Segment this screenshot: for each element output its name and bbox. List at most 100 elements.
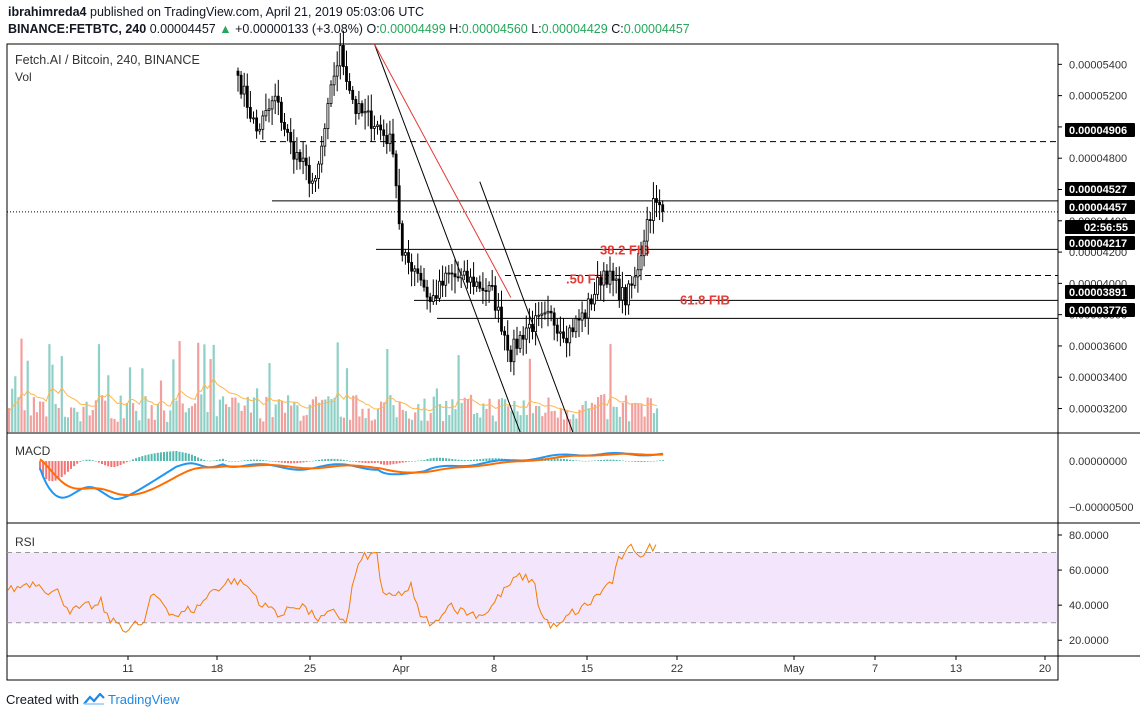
candle-body xyxy=(425,286,429,298)
candle-body xyxy=(360,103,364,114)
macd-tick-label: −0.00000500 xyxy=(1069,502,1134,514)
volume-bar xyxy=(85,401,88,432)
macd-histogram-bar xyxy=(333,458,336,461)
candle-body xyxy=(252,117,255,120)
macd-histogram-bar xyxy=(414,460,417,462)
candlesticks xyxy=(236,30,665,376)
candle-body xyxy=(434,295,438,299)
rsi-label: RSI xyxy=(15,535,36,549)
macd-histogram-bar xyxy=(299,461,302,463)
volume-bar xyxy=(231,397,234,432)
volume-bar xyxy=(336,342,339,432)
macd-histogram-bar xyxy=(172,451,175,461)
macd-histogram-bar xyxy=(389,461,392,465)
volume-bar xyxy=(94,400,97,432)
price-tag-label: 0.00003891 xyxy=(1069,287,1127,299)
volume-bar xyxy=(190,406,194,432)
volume-bar xyxy=(339,416,342,432)
candle-body xyxy=(524,327,528,340)
high-value: 0.00004560 xyxy=(461,22,528,36)
macd-histogram-bar xyxy=(482,458,485,461)
macd-histogram-bar xyxy=(138,457,141,461)
y-tick-label: 0.00003400 xyxy=(1069,372,1127,384)
author-name[interactable]: ibrahimreda4 xyxy=(8,5,87,19)
candle-body xyxy=(661,204,665,212)
candle-body xyxy=(565,337,568,344)
candle-body xyxy=(658,202,661,206)
macd-histogram-bar xyxy=(302,461,305,463)
macd-histogram-bar xyxy=(404,461,407,463)
macd-histogram-bar xyxy=(209,460,212,462)
macd-histogram-bar xyxy=(169,451,172,461)
candle-body xyxy=(239,74,243,95)
rsi-tick-label: 60.0000 xyxy=(1069,565,1109,577)
macd-histogram-bar xyxy=(110,461,113,467)
macd-histogram-bar xyxy=(132,459,134,461)
volume-bar xyxy=(178,341,181,432)
volume-bar xyxy=(104,400,107,432)
volume-bar xyxy=(640,404,643,432)
macd-histogram-bar xyxy=(339,459,342,461)
volume-bar xyxy=(302,415,305,432)
macd-histogram-bar xyxy=(429,458,432,461)
volume-bars xyxy=(8,338,659,432)
volume-bar xyxy=(113,418,116,432)
macd-histogram-bar xyxy=(54,461,57,481)
macd-histogram-bar xyxy=(308,461,311,462)
volume-bar xyxy=(584,400,587,432)
macd-histogram-bar xyxy=(144,455,147,461)
price-change: +0.00000133 (+3.08%) xyxy=(235,22,363,36)
candle-body xyxy=(633,276,637,286)
x-tick-label: 13 xyxy=(950,663,962,675)
volume-bar xyxy=(321,399,324,432)
candle-body xyxy=(469,276,472,283)
volume-bar xyxy=(166,421,169,432)
volume-bar xyxy=(305,414,308,432)
candle-body xyxy=(512,338,516,363)
macd-histogram-bar xyxy=(215,460,218,461)
volume-bar xyxy=(97,344,101,432)
candle-body xyxy=(546,310,550,314)
candle-body xyxy=(372,126,376,129)
volume-bar xyxy=(407,418,411,432)
volume-bar xyxy=(609,344,612,432)
volume-bar xyxy=(259,418,262,432)
candle-body xyxy=(590,298,593,305)
volume-bar xyxy=(345,368,349,432)
volume-bar xyxy=(156,403,159,432)
macd-histogram-bar xyxy=(485,458,488,461)
tradingview-brand[interactable]: TradingView xyxy=(108,692,180,707)
volume-bar xyxy=(417,404,420,432)
x-tick-label: 15 xyxy=(581,663,593,675)
candle-body xyxy=(428,296,432,302)
volume-bar xyxy=(451,399,454,432)
macd-histogram-bar xyxy=(556,458,559,461)
volume-bar xyxy=(342,417,345,432)
volume-bar xyxy=(122,418,125,432)
price-tag-label: 0.00004527 xyxy=(1069,184,1127,196)
volume-bar xyxy=(29,415,32,432)
macd-histogram-bar xyxy=(643,461,646,462)
volume-bar xyxy=(153,419,156,432)
candle-body xyxy=(580,312,584,321)
volume-bar xyxy=(361,408,364,432)
volume-bar xyxy=(187,408,190,432)
volume-bar xyxy=(649,398,652,432)
price-tag-label: 0.00003776 xyxy=(1069,305,1127,317)
candle-body xyxy=(366,110,370,113)
macd-histogram-bar xyxy=(566,459,568,461)
macd-histogram-bar xyxy=(609,459,612,461)
macd-histogram-bar xyxy=(268,460,271,462)
candle-body xyxy=(648,219,652,221)
candle-body xyxy=(354,99,358,114)
volume-bar xyxy=(510,411,513,432)
volume-bar xyxy=(14,376,17,432)
macd-histogram-bar xyxy=(190,454,193,461)
macd-histogram-bar xyxy=(206,460,209,462)
macd-pane xyxy=(39,451,665,501)
candle-body xyxy=(236,70,240,76)
macd-histogram-bar xyxy=(652,461,655,462)
volume-bar xyxy=(553,410,556,432)
candle-body xyxy=(301,157,305,162)
